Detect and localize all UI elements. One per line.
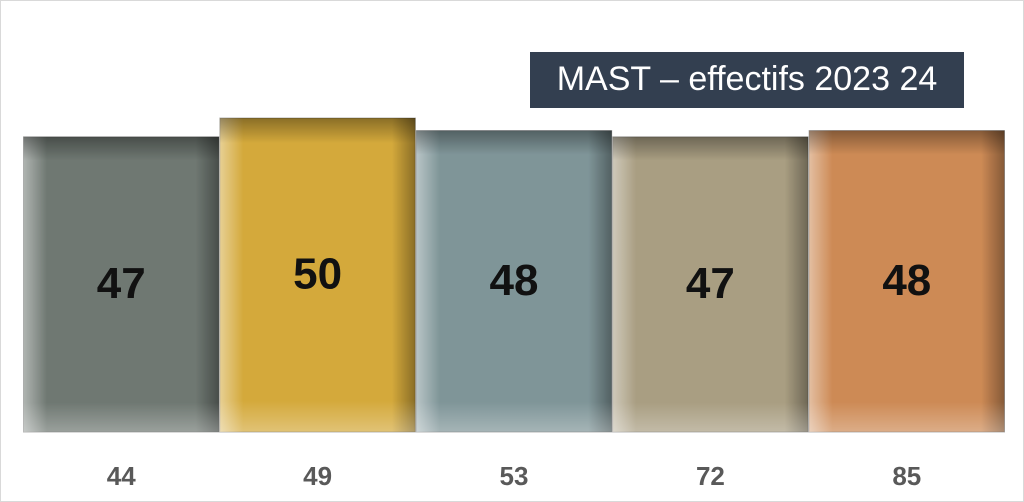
bar-bevel-v bbox=[416, 130, 612, 432]
title-box bbox=[530, 52, 964, 108]
x-tick-label: 44 bbox=[107, 461, 136, 491]
bar-bevel-v bbox=[612, 136, 809, 432]
bar-bevel-v bbox=[23, 136, 219, 432]
bar-bevel-v bbox=[809, 130, 1005, 432]
value-label: 50 bbox=[293, 250, 342, 299]
plot: 47 44 50 49 48 53 47 72 48 85 bbox=[23, 117, 1005, 491]
value-label: 47 bbox=[97, 259, 146, 308]
x-tick-label: 53 bbox=[500, 461, 529, 491]
x-tick-label: 49 bbox=[303, 461, 332, 491]
x-tick-label: 85 bbox=[892, 461, 921, 491]
chart-title: MAST – effectifs 2023 24 bbox=[557, 60, 938, 98]
x-tick-label: 72 bbox=[696, 461, 725, 491]
value-label: 48 bbox=[882, 256, 931, 305]
value-label: 47 bbox=[686, 259, 735, 308]
bar-bevel-v bbox=[219, 118, 416, 432]
value-label: 48 bbox=[490, 256, 539, 305]
